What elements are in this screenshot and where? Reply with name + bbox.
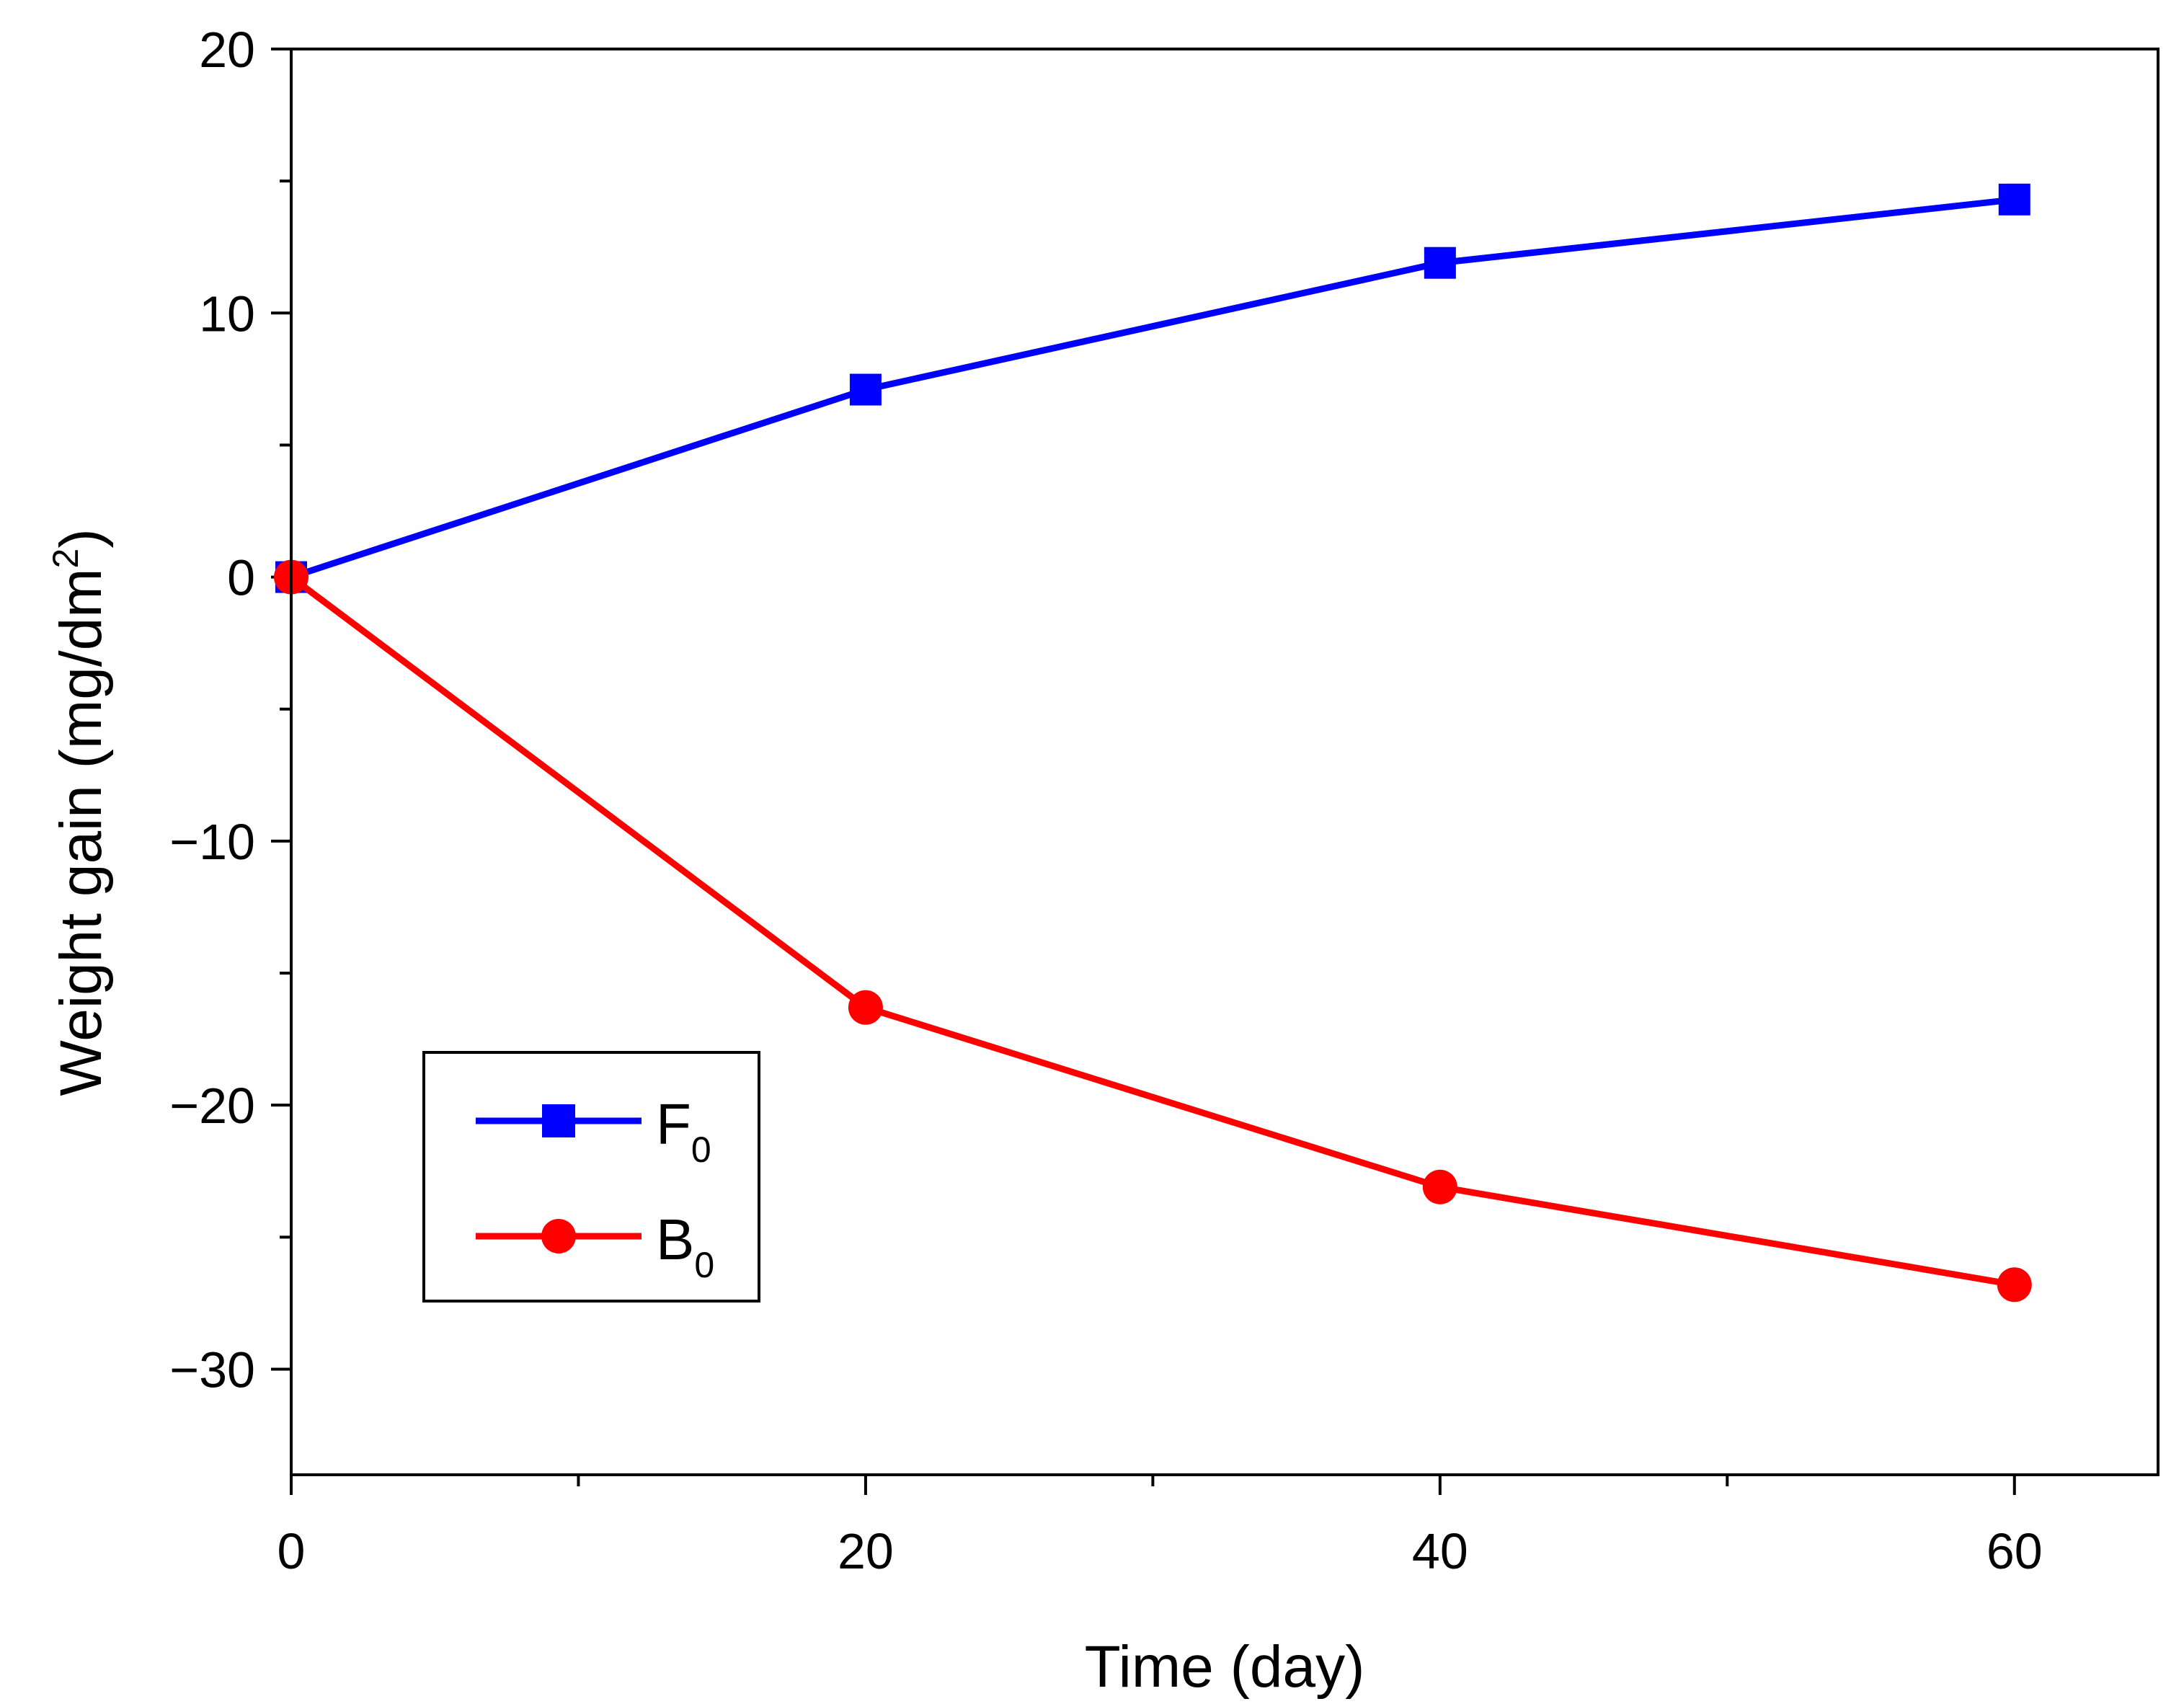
y-tick-label: 10 — [199, 285, 255, 342]
y-tick-label: 20 — [199, 22, 255, 78]
y-tick-label: −10 — [169, 814, 255, 870]
y-axis-title: Weight gain (mg/dm2) — [45, 528, 114, 1096]
data-point-f0 — [849, 373, 882, 406]
y-axis-title-main: Weight gain (mg/dm — [48, 568, 114, 1096]
x-axis-title: Time (day) — [1085, 1634, 1365, 1700]
legend-label-f0-main: F — [656, 1092, 691, 1156]
legend: F0 B0 — [422, 1051, 760, 1303]
legend-entry-b0: B0 — [476, 1207, 714, 1285]
y-axis-title-close: ) — [48, 528, 114, 548]
x-tick-label: 60 — [1987, 1523, 2043, 1579]
data-point-f0 — [1424, 247, 1456, 279]
legend-box — [422, 1051, 760, 1303]
axis-ticks: 0 20 40 60 20 10 0 −10 −20 −30 — [169, 22, 2042, 1579]
legend-label-f0-sub: 0 — [691, 1130, 711, 1170]
legend-label-b0-sub: 0 — [694, 1245, 714, 1285]
x-tick-label: 0 — [278, 1523, 306, 1579]
plot-area-frame — [290, 48, 2159, 1476]
data-point-b0 — [1422, 1169, 1457, 1204]
legend-marker-b0 — [541, 1219, 576, 1253]
series-line-f0 — [290, 196, 2015, 580]
legend-entry-f0: F0 — [476, 1092, 711, 1170]
y-tick-label: −30 — [169, 1341, 255, 1398]
y-tick-label: 0 — [227, 550, 255, 606]
y-tick-label: −20 — [169, 1078, 255, 1134]
data-point-b0 — [848, 990, 883, 1025]
legend-label-b0-main: B — [656, 1207, 694, 1272]
legend-label-f0: F0 — [656, 1092, 711, 1170]
x-tick-label: 40 — [1412, 1523, 1468, 1579]
y-axis-title-superscript: 2 — [45, 549, 86, 569]
data-point-f0 — [1998, 183, 2030, 216]
legend-marker-f0 — [542, 1104, 575, 1137]
x-tick-label: 20 — [838, 1523, 894, 1579]
data-point-b0 — [1997, 1267, 2032, 1303]
legend-label-b0: B0 — [656, 1207, 714, 1285]
series-line-b0 — [289, 574, 2015, 1288]
